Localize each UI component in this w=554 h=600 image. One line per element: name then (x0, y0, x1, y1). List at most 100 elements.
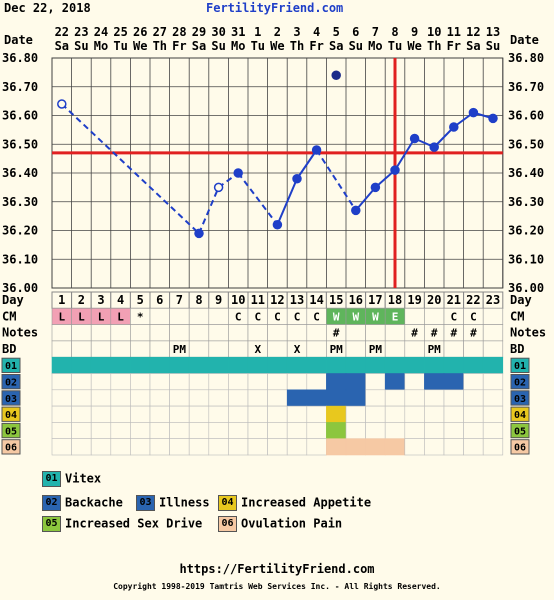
symptom-cell (149, 373, 170, 391)
symptom-cell (71, 405, 92, 423)
symptom-cell-marked (404, 356, 425, 374)
x-date-label: 1 (254, 25, 261, 39)
temp-point (468, 107, 479, 118)
symptom-cell (286, 373, 308, 391)
cycle-day-label: 1 (58, 293, 65, 307)
site-name[interactable]: FertilityFriend.com (206, 1, 344, 15)
symptom-cell (404, 389, 425, 407)
chart-date: Dec 22, 2018 (4, 1, 91, 15)
symptom-cell (169, 438, 190, 456)
symptom-code-box (1, 422, 21, 439)
x-date-label: 11 (447, 25, 461, 39)
symptom-cell (365, 405, 386, 423)
x-weekday-label: Fr (447, 39, 461, 53)
symptom-cell (90, 405, 112, 423)
symptom-cell-marked (443, 373, 464, 391)
temp-line-segment (276, 178, 298, 226)
cm-cell (169, 307, 190, 325)
symptom-code-box-right (510, 390, 530, 406)
symptom-code-label: 06 (5, 443, 17, 454)
cm-value: C (274, 310, 281, 323)
symptom-cell (130, 405, 151, 423)
symptom-cell-marked (130, 356, 151, 374)
x-weekday-label: Tu (388, 39, 402, 53)
x-date-label: 6 (352, 25, 359, 39)
symptom-code-box (1, 390, 21, 406)
cycle-day-label: 21 (447, 293, 461, 307)
cycle-day-label: 2 (78, 293, 85, 307)
footer-url[interactable]: https://FertilityFriend.com (179, 562, 375, 576)
notes-value: # (411, 327, 418, 340)
bd-cell (71, 340, 92, 358)
x-date-label: 27 (153, 25, 167, 39)
cm-value: W (372, 310, 379, 323)
symptom-cell (424, 405, 445, 423)
symptom-cell (130, 389, 151, 407)
y-tick-label: 36.40 (2, 166, 38, 180)
x-weekday-label: Fr (309, 39, 323, 53)
symptom-code-box (1, 439, 21, 455)
symptom-cell (110, 422, 131, 439)
notes-cell (365, 324, 386, 342)
cm-value: L (117, 310, 124, 323)
symptom-cell (110, 405, 131, 423)
symptom-cell (365, 422, 386, 439)
y-tick-label: 36.70 (2, 80, 38, 94)
footer-copyright: Copyright 1998-2019 Tamtris Web Services… (113, 582, 441, 591)
symptom-code-label: 05 (5, 426, 17, 437)
row-label-date-right: Date (510, 33, 539, 47)
symptom-cell (51, 373, 72, 391)
y-tick-label: 36.10 (2, 252, 38, 266)
symptom-cell (404, 405, 425, 423)
notes-value: # (450, 327, 457, 340)
symptom-cell (463, 422, 484, 439)
temp-line-segment (198, 186, 220, 234)
bd-cell (306, 340, 327, 358)
symptom-cell (90, 422, 112, 439)
y-tick-label: 36.80 (2, 51, 38, 65)
x-date-label: 3 (293, 25, 300, 39)
symptom-cell (51, 422, 72, 439)
symptom-cell (149, 405, 170, 423)
cm-value: C (313, 310, 320, 323)
notes-cell (71, 324, 92, 342)
x-weekday-label: Tu (113, 39, 127, 53)
cm-value: C (294, 310, 301, 323)
symptom-cell (365, 373, 386, 391)
bd-cell (130, 340, 151, 358)
notes-cell (130, 324, 151, 342)
notes-cell (345, 324, 366, 342)
notes-cell (384, 324, 406, 342)
symptom-cell-marked (71, 356, 92, 374)
legend-item-04: 04 Increased Appetite (218, 495, 371, 511)
cm-value: L (78, 310, 85, 323)
cm-cell (208, 307, 229, 325)
row-label-day-right: Day (510, 293, 532, 307)
symptom-cell (130, 373, 151, 391)
x-date-label: 22 (55, 25, 69, 39)
symptom-cell (90, 373, 112, 391)
symptom-code-label-right: 04 (514, 410, 526, 421)
x-weekday-label: Sa (466, 39, 480, 53)
symptom-cell (130, 438, 151, 456)
bd-value: PM (428, 343, 442, 356)
legend-label-06: Ovulation Pain (241, 516, 343, 531)
x-weekday-label: We (270, 39, 284, 53)
x-date-label: 31 (231, 25, 245, 39)
symptom-code-label-right: 03 (514, 394, 526, 405)
x-date-label: 13 (486, 25, 500, 39)
symptom-cell (463, 438, 484, 456)
x-date-label: 5 (333, 25, 340, 39)
x-weekday-label: Su (486, 39, 500, 53)
x-weekday-label: Sa (192, 39, 206, 53)
symptom-cell-marked (345, 373, 366, 391)
x-weekday-label: Fr (172, 39, 186, 53)
temp-line-segment (237, 172, 279, 226)
y-tick-label-right: 36.20 (508, 224, 544, 238)
symptom-cell (482, 438, 504, 456)
symptom-code-label: 01 (5, 361, 17, 372)
legend-swatch-02: 02 (42, 495, 61, 511)
y-tick-label: 36.20 (2, 224, 38, 238)
symptom-cell (286, 405, 308, 423)
notes-value: # (470, 327, 477, 340)
